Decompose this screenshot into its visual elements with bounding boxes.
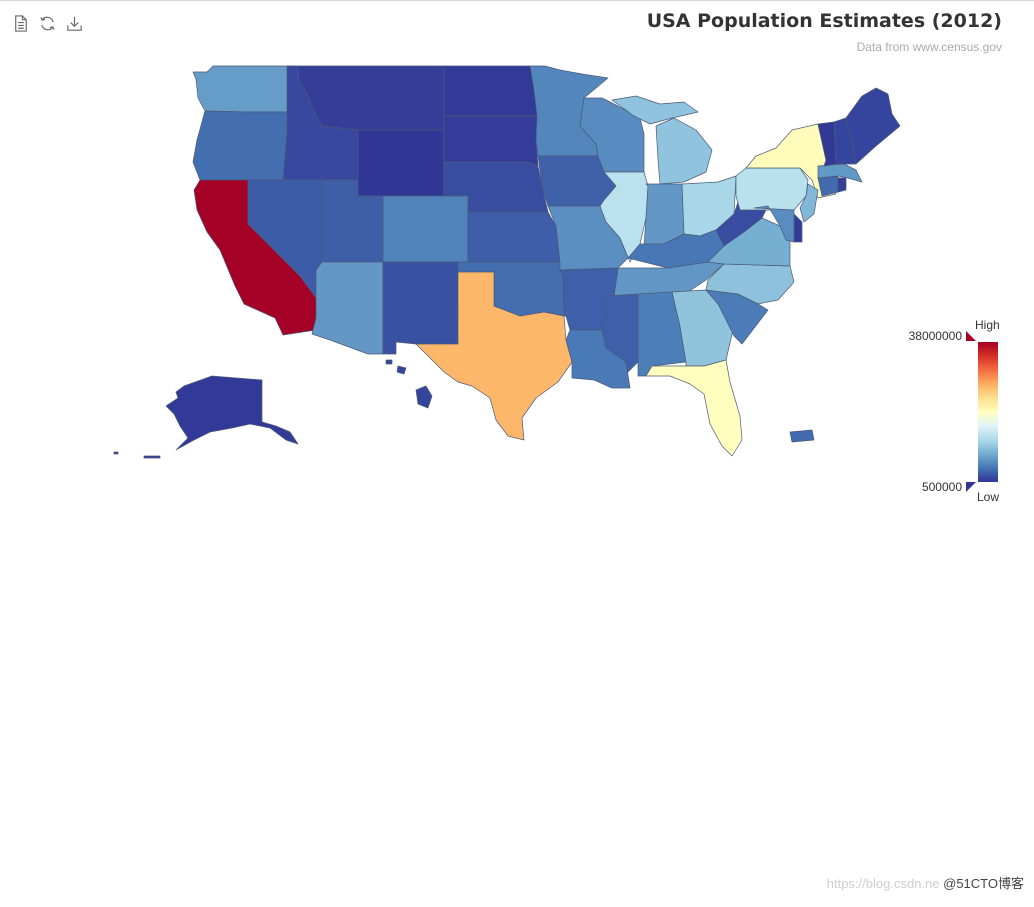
state-hawaii-island-3[interactable]: [385, 359, 393, 365]
state-connecticut[interactable]: [817, 175, 839, 197]
state-kansas[interactable]: [467, 211, 561, 263]
watermark: https://blog.csdn.ne @51CTO博客: [827, 873, 1024, 892]
toolbox: [10, 13, 84, 33]
visualmap-gradient-bar[interactable]: [978, 342, 998, 482]
visualmap-high-label: High: [975, 318, 1000, 332]
state-pennsylvania[interactable]: [735, 167, 809, 211]
refresh-icon: [39, 16, 55, 30]
visualmap-low-label: Low: [977, 490, 1000, 504]
state-puerto-rico[interactable]: [789, 429, 815, 443]
top-divider: [0, 0, 1034, 1]
state-vermont[interactable]: [817, 121, 837, 167]
aleutian-islands: [113, 451, 161, 459]
visualmap-min-value: 500000: [921, 480, 962, 494]
visualmap-low-handle[interactable]: [966, 482, 976, 492]
state-colorado[interactable]: [382, 195, 469, 263]
document-icon: [14, 14, 27, 32]
state-maryland[interactable]: [753, 205, 795, 243]
state-arizona[interactable]: [311, 261, 384, 355]
data-view-button[interactable]: [10, 13, 30, 33]
state-texas[interactable]: [415, 271, 573, 441]
state-michigan[interactable]: [655, 117, 713, 185]
state-washington[interactable]: [192, 65, 299, 113]
watermark-site: @51CTO博客: [943, 876, 1024, 891]
save-image-button[interactable]: [64, 13, 84, 33]
restore-button[interactable]: [37, 13, 57, 33]
visualmap-high-handle[interactable]: [966, 331, 976, 341]
state-florida[interactable]: [645, 359, 743, 457]
state-hawaii[interactable]: [415, 385, 433, 409]
state-new-jersey[interactable]: [799, 183, 819, 223]
state-rhode-island[interactable]: [837, 177, 847, 193]
state-michigan-upper[interactable]: [611, 95, 699, 125]
chart-title: USA Population Estimates (2012): [646, 10, 1002, 32]
chart-subtitle: Data from www.census.gov: [856, 40, 1002, 54]
state-delaware[interactable]: [793, 213, 803, 243]
visualmap-max-value: 38000000: [908, 329, 962, 343]
watermark-url: https://blog.csdn.ne: [826, 876, 940, 891]
state-montana[interactable]: [297, 65, 445, 131]
state-oregon[interactable]: [192, 110, 288, 181]
state-wyoming[interactable]: [357, 129, 445, 197]
state-hawaii-island-2[interactable]: [396, 365, 407, 375]
state-alaska[interactable]: [165, 375, 299, 451]
state-north-dakota[interactable]: [443, 65, 538, 117]
download-icon: [66, 16, 82, 31]
state-maine[interactable]: [845, 87, 901, 165]
state-new-mexico[interactable]: [382, 261, 459, 355]
state-south-dakota[interactable]: [443, 115, 539, 167]
state-massachusetts[interactable]: [817, 163, 863, 183]
